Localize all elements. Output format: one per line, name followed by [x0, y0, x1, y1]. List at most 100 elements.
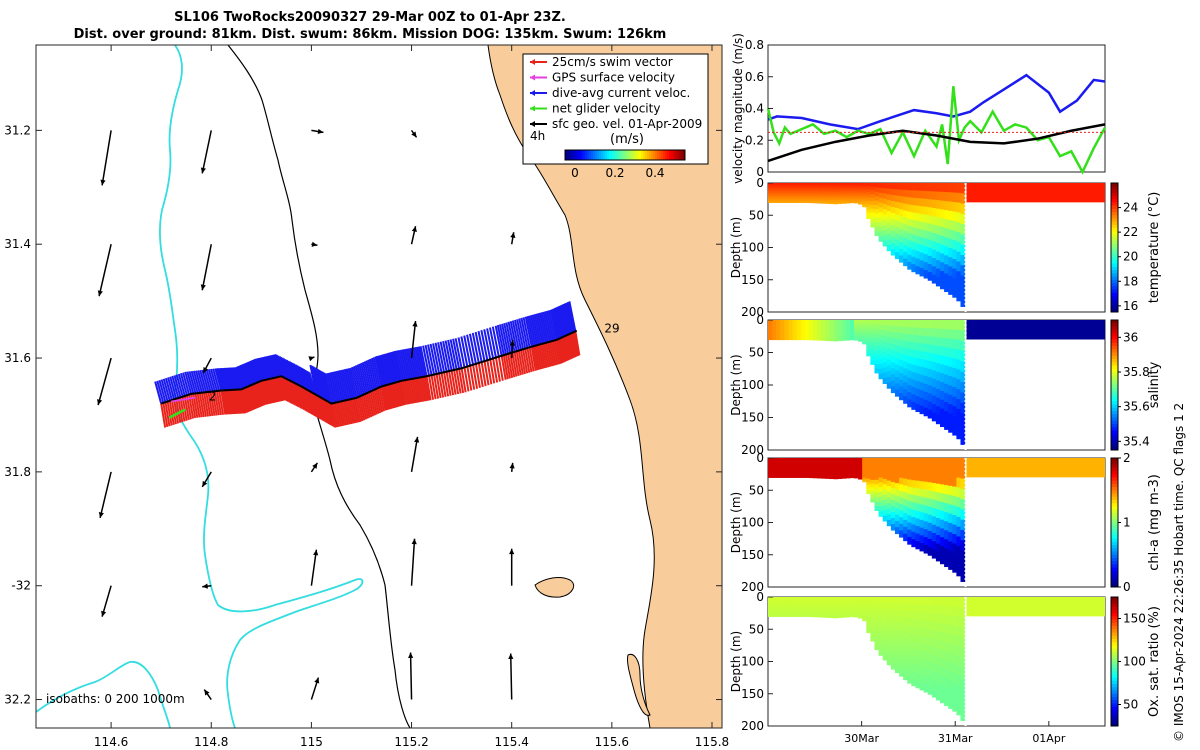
section-cell: [944, 338, 949, 348]
colorbar-cell: [1111, 645, 1118, 650]
section-cell: [858, 616, 863, 619]
section-cell: [919, 527, 925, 536]
colorbar-cell: [1111, 292, 1118, 297]
colorbar-cell: [1111, 276, 1118, 281]
depth-ylabel: Depth (m): [729, 354, 743, 415]
section-cell: [841, 468, 847, 471]
section-cell: [784, 462, 790, 466]
section-cell: [849, 194, 855, 197]
section-cell: [935, 414, 941, 425]
section-cell: [956, 202, 962, 214]
section-cell: [890, 236, 896, 244]
section-cell: [780, 331, 785, 334]
section-cell: [792, 458, 798, 461]
colorbar-cell: [1111, 257, 1118, 261]
section-cell: [817, 474, 822, 477]
section-cell: [800, 598, 806, 601]
section-cell: [862, 463, 867, 467]
section-cell: [829, 191, 835, 194]
colorbar-cell: [1111, 443, 1118, 448]
section-cell: [849, 336, 855, 339]
section-cell: [944, 210, 949, 220]
section-cell: [866, 346, 871, 351]
section-cell: [899, 392, 904, 401]
post-gap-section: [966, 183, 1105, 203]
section-cell: [931, 474, 937, 484]
section-cell: [776, 461, 781, 464]
section-cell: [948, 266, 953, 277]
section-cell: [870, 204, 876, 210]
colorbar-cell: [1111, 470, 1118, 475]
section-cell: [915, 205, 921, 214]
section-cell: [776, 474, 781, 477]
section-cell: [800, 606, 806, 609]
section-cell: [829, 459, 835, 463]
section-cell: [940, 328, 945, 339]
section-cell: [907, 363, 912, 372]
section-cell: [804, 469, 810, 472]
section-cell: [923, 375, 929, 385]
section-cell: [768, 197, 773, 200]
section-cell: [940, 466, 945, 477]
section-cell: [833, 597, 839, 600]
section-cell: [862, 469, 867, 473]
section-cell: [952, 287, 957, 298]
section-cell: [776, 194, 781, 197]
colorbar-cell: [1111, 189, 1118, 194]
section-cell: [935, 526, 941, 536]
y-tick-label: 150: [741, 687, 764, 701]
colorbar-tick-label: 35.6: [1123, 400, 1150, 414]
section-cell: [841, 613, 847, 617]
section-cell: [837, 464, 843, 468]
section-cell: [940, 676, 945, 686]
section-cell: [866, 597, 871, 601]
section-cell: [825, 331, 831, 335]
net-glider-vector: [168, 408, 186, 419]
section-cell: [890, 356, 896, 363]
colorbar-cell: [583, 150, 586, 160]
section-cell: [919, 382, 925, 391]
section-cell: [772, 324, 777, 328]
section-cell: [788, 603, 794, 606]
section-cell: [940, 510, 945, 521]
section-cell: [862, 459, 867, 463]
colorbar-cell: [1111, 680, 1118, 685]
section-cell: [854, 197, 859, 201]
section-cell: [804, 321, 810, 324]
section-cell: [833, 328, 839, 331]
section-cell: [796, 606, 802, 609]
section-cell: [866, 487, 871, 492]
section-cell: [940, 235, 945, 246]
section-cell: [915, 396, 921, 405]
colorbar-cell: [569, 150, 572, 160]
colorbar-cell: [1111, 440, 1118, 444]
colorbar-cell: [1111, 467, 1118, 472]
section-cell: [927, 223, 933, 233]
section-cell: [862, 202, 867, 206]
section-cell: [931, 224, 937, 234]
colorbar-cell: [1111, 208, 1118, 213]
section-cell: [878, 482, 884, 488]
section-cell: [927, 605, 933, 614]
section-cell: [776, 611, 781, 614]
section-cell: [927, 191, 933, 200]
section-cell: [915, 533, 921, 542]
section-cell: [886, 337, 892, 344]
section-cell: [911, 678, 917, 687]
sfc-geo-arrow: [98, 244, 112, 297]
section-cell: [813, 605, 818, 608]
section-cell: [927, 538, 933, 548]
section-cell: [825, 608, 831, 612]
colorbar-cell: [613, 150, 616, 160]
section-cell: [808, 187, 814, 191]
section-cell: [841, 191, 847, 194]
section-cell: [960, 550, 966, 562]
section-cell: [841, 198, 847, 201]
section-cell: [800, 195, 806, 199]
section-cell: [870, 487, 876, 492]
section-cell: [931, 688, 937, 698]
colorbar-cell: [1111, 244, 1118, 248]
section-cell: [813, 474, 818, 477]
colorbar-cell: [1111, 600, 1118, 604]
section-cell: [854, 184, 859, 187]
